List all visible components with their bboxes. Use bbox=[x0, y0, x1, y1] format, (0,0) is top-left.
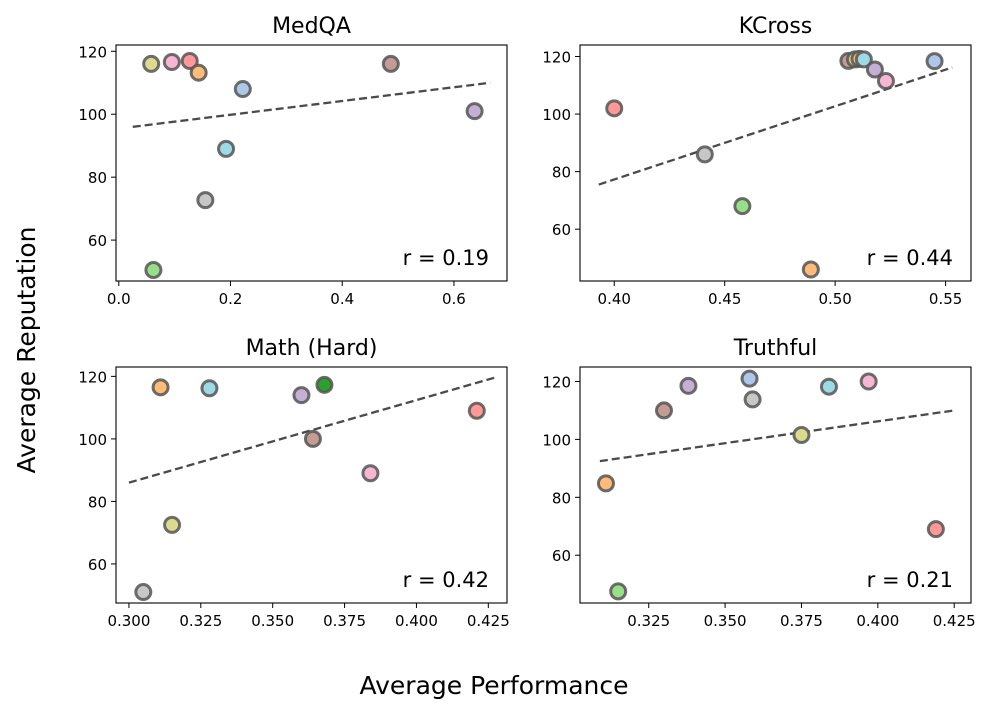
y-tick-label: 60 bbox=[88, 232, 107, 250]
data-point bbox=[233, 80, 252, 99]
data-point bbox=[743, 390, 762, 409]
panel-2: KCross 0.40 0.45 0.50 0.55 60 80 100 120 r = 0.44 bbox=[542, 14, 972, 308]
data-point bbox=[200, 379, 219, 398]
data-point bbox=[142, 54, 161, 73]
y-tick-label: 80 bbox=[552, 489, 571, 507]
x-tick-label: 0.350 bbox=[251, 612, 294, 630]
correlation-label: r = 0.19 bbox=[403, 246, 489, 270]
data-point bbox=[180, 52, 199, 71]
y-tick-label: 100 bbox=[542, 431, 571, 449]
data-point bbox=[609, 582, 628, 601]
correlation-label: r = 0.42 bbox=[403, 568, 489, 592]
y-tick-label: 120 bbox=[542, 373, 571, 391]
data-point bbox=[926, 520, 945, 539]
x-tick-label: 0.6 bbox=[442, 290, 466, 308]
axes-frame bbox=[579, 44, 972, 282]
y-tick-label: 80 bbox=[88, 493, 107, 511]
y-tick-label: 80 bbox=[88, 169, 107, 187]
trend-line bbox=[598, 66, 953, 186]
panel-title: MedQA bbox=[272, 14, 351, 39]
panel-title: KCross bbox=[739, 14, 813, 39]
data-point bbox=[381, 54, 400, 73]
data-point bbox=[292, 386, 311, 405]
x-tick-label: 0.4 bbox=[330, 290, 354, 308]
trend-line bbox=[132, 81, 491, 128]
x-tick-label: 0.425 bbox=[933, 612, 976, 630]
y-tick-label: 120 bbox=[78, 368, 107, 386]
panel-title: Math (Hard) bbox=[246, 336, 378, 361]
data-point bbox=[189, 63, 208, 82]
data-point bbox=[740, 369, 759, 388]
panel-1: MedQA 0.0 0.2 0.4 0.6 60 80 100 120 r = 0.19 bbox=[78, 14, 508, 308]
trend-line bbox=[128, 375, 498, 484]
data-point bbox=[217, 139, 236, 158]
x-tick-label: 0.55 bbox=[929, 290, 962, 308]
x-tick-label: 0.40 bbox=[598, 290, 631, 308]
x-tick-label: 0.300 bbox=[107, 612, 150, 630]
correlation-label: r = 0.21 bbox=[867, 568, 953, 592]
figure-ylabel: Average Reputation bbox=[12, 227, 41, 474]
data-point bbox=[655, 401, 674, 420]
y-tick-label: 80 bbox=[552, 164, 571, 182]
data-point bbox=[144, 260, 163, 279]
y-tick-label: 60 bbox=[88, 556, 107, 574]
data-point bbox=[163, 515, 182, 534]
y-tick-label: 60 bbox=[552, 221, 571, 239]
data-point bbox=[196, 191, 215, 210]
x-tick-label: 0.325 bbox=[627, 612, 670, 630]
y-tick-label: 100 bbox=[78, 106, 107, 124]
x-tick-label: 0.50 bbox=[818, 290, 851, 308]
figure-xlabel: Average Performance bbox=[359, 671, 628, 700]
trend-line bbox=[599, 409, 955, 463]
data-point bbox=[854, 50, 873, 69]
panel-3: Math (Hard) 0.300 0.325 0.350 0.375 0.400 0.42… bbox=[78, 336, 509, 630]
data-point bbox=[303, 429, 322, 448]
data-point bbox=[605, 99, 624, 118]
data-point bbox=[134, 583, 153, 602]
panel-4: Truthful 0.325 0.350 0.375 0.400 0.425 60 80 100… bbox=[542, 336, 975, 630]
correlation-label: r = 0.44 bbox=[867, 246, 953, 270]
y-tick-label: 120 bbox=[542, 49, 571, 67]
data-point bbox=[162, 52, 181, 71]
x-tick-label: 0.425 bbox=[467, 612, 510, 630]
x-tick-label: 0.375 bbox=[780, 612, 823, 630]
y-tick-label: 60 bbox=[552, 547, 571, 565]
data-point bbox=[925, 52, 944, 71]
y-tick-label: 100 bbox=[78, 431, 107, 449]
y-tick-label: 100 bbox=[542, 106, 571, 124]
data-point bbox=[792, 426, 811, 445]
x-tick-label: 0.45 bbox=[708, 290, 741, 308]
data-point bbox=[465, 102, 484, 121]
x-tick-label: 0.400 bbox=[856, 612, 899, 630]
axes-frame bbox=[579, 366, 972, 604]
x-tick-label: 0.350 bbox=[704, 612, 747, 630]
axes-frame bbox=[115, 366, 508, 604]
panels: MedQA 0.0 0.2 0.4 0.6 60 80 100 120 r = 0.19 KCros… bbox=[78, 14, 975, 630]
data-point bbox=[801, 260, 820, 279]
data-point bbox=[819, 377, 838, 396]
data-point bbox=[315, 375, 334, 394]
x-tick-label: 0.375 bbox=[323, 612, 366, 630]
data-point bbox=[695, 145, 714, 164]
data-point bbox=[876, 71, 895, 90]
data-point bbox=[596, 474, 615, 493]
x-tick-label: 0.0 bbox=[107, 290, 131, 308]
data-point bbox=[467, 401, 486, 420]
data-point bbox=[679, 376, 698, 395]
y-tick-label: 120 bbox=[78, 43, 107, 61]
data-point bbox=[865, 60, 884, 79]
data-point bbox=[151, 378, 170, 397]
data-point bbox=[733, 197, 752, 216]
x-tick-label: 0.400 bbox=[395, 612, 438, 630]
axes-frame bbox=[115, 44, 508, 282]
data-point bbox=[361, 464, 380, 483]
x-tick-label: 0.325 bbox=[179, 612, 222, 630]
data-point bbox=[859, 372, 878, 391]
panel-title: Truthful bbox=[733, 336, 818, 361]
x-tick-label: 0.2 bbox=[219, 290, 243, 308]
